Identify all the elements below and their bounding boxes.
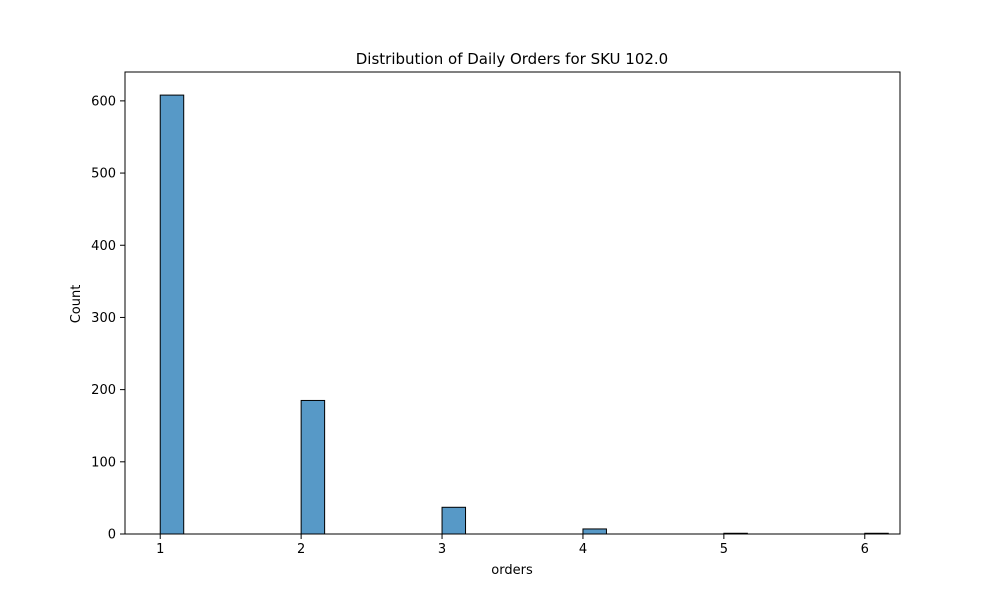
x-tick-label: 5 — [720, 542, 728, 557]
x-tick-label: 2 — [297, 542, 305, 557]
y-tick-label: 100 — [91, 455, 116, 470]
bar-2 — [300, 399, 326, 535]
bars-group — [159, 94, 889, 535]
x-axis: 1 2 3 4 5 6 — [156, 534, 869, 557]
y-axis: 0 100 200 300 400 500 600 — [91, 94, 125, 543]
y-tick-label: 0 — [108, 528, 116, 543]
y-tick-label: 200 — [91, 383, 116, 398]
y-axis-label: Count — [69, 285, 84, 324]
bar-1 — [159, 94, 185, 535]
x-axis-label: orders — [491, 563, 533, 578]
y-tick-label: 500 — [91, 167, 116, 182]
y-tick-label: 400 — [91, 239, 116, 254]
y-tick-label: 600 — [91, 94, 116, 109]
bar-4 — [582, 528, 607, 535]
bar-3 — [441, 506, 467, 535]
x-tick-label: 1 — [156, 542, 164, 557]
plot-frame — [124, 71, 901, 535]
y-tick-label: 300 — [91, 311, 116, 326]
x-tick-label: 3 — [438, 542, 446, 557]
chart-title: Distribution of Daily Orders for SKU 102… — [356, 50, 668, 68]
x-tick-label: 4 — [579, 542, 587, 557]
x-tick-label: 6 — [861, 542, 869, 557]
